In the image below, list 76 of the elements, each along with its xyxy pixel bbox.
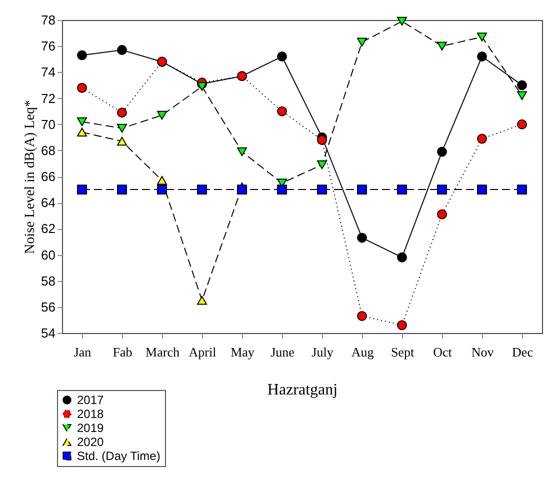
y-tick-label: 74 <box>41 64 56 80</box>
point <box>517 91 527 100</box>
x-tick-label: March <box>146 344 180 360</box>
point <box>437 146 447 157</box>
point <box>77 82 87 93</box>
point <box>477 52 487 62</box>
x-tick-label: May <box>230 344 255 360</box>
point <box>117 108 127 118</box>
point <box>117 136 127 146</box>
x-tick-label: Oct <box>433 344 452 360</box>
x-tick-label: July <box>312 344 334 360</box>
legend-label: 2017 <box>77 393 104 407</box>
point <box>397 320 407 330</box>
x-tick-label: Fab <box>112 344 132 360</box>
point <box>277 52 287 62</box>
legend-label: 2019 <box>77 421 104 435</box>
point <box>197 296 207 305</box>
point <box>357 38 367 47</box>
point <box>437 184 447 195</box>
y-tick-label: 76 <box>41 38 56 54</box>
point <box>517 184 527 195</box>
point <box>317 184 327 195</box>
point <box>317 135 327 145</box>
point <box>77 117 87 126</box>
y-tick-label: 58 <box>41 273 56 288</box>
x-tick-label: Jan <box>74 344 92 360</box>
point <box>357 311 367 322</box>
point <box>477 134 487 144</box>
y-tick-label: 62 <box>41 221 56 236</box>
x-tick-label: Dec <box>512 344 534 360</box>
y-tick-label: 70 <box>41 116 56 132</box>
point <box>397 16 407 26</box>
y-tick-label: 56 <box>41 299 56 314</box>
point <box>517 80 527 90</box>
x-axis-title: Hazratganj <box>267 382 338 398</box>
point <box>77 50 87 60</box>
point <box>237 147 247 156</box>
point <box>397 184 407 195</box>
x-tick-label: June <box>270 344 295 360</box>
point <box>117 124 127 133</box>
x-tick-label: Sept <box>390 344 414 360</box>
x-tick-label: Aug <box>351 344 374 360</box>
y-tick-label: 72 <box>41 90 56 106</box>
point <box>317 160 327 170</box>
point <box>477 32 487 42</box>
y-tick-label: 66 <box>41 169 56 184</box>
point <box>77 128 87 137</box>
point <box>397 252 407 262</box>
x-tick-label: April <box>188 344 217 360</box>
point <box>517 119 527 130</box>
y-tick-label: 64 <box>41 195 56 210</box>
point <box>117 45 127 55</box>
x-tick-label: Nov <box>471 344 494 360</box>
point <box>357 184 367 195</box>
legend-label: 2018 <box>77 407 104 421</box>
point <box>437 42 447 50</box>
point <box>157 176 167 185</box>
point <box>357 232 367 243</box>
point <box>277 184 287 195</box>
point <box>117 184 127 195</box>
y-tick-label: 60 <box>41 247 56 262</box>
point <box>197 184 207 195</box>
point <box>77 184 87 195</box>
point <box>237 184 247 195</box>
legend-label: 2020 <box>77 435 104 449</box>
point <box>477 184 487 195</box>
point <box>277 106 287 116</box>
point <box>157 184 167 195</box>
y-tick-label: 78 <box>41 12 56 28</box>
point <box>437 209 447 220</box>
legend-label: Std. (Day Time) <box>77 449 160 463</box>
point <box>157 110 167 120</box>
y-axis-title: Noise Level in dB(A) Leq* <box>23 100 38 254</box>
y-tick-label: 68 <box>41 142 56 158</box>
point <box>197 82 207 91</box>
y-tick-label: 54 <box>41 326 56 340</box>
